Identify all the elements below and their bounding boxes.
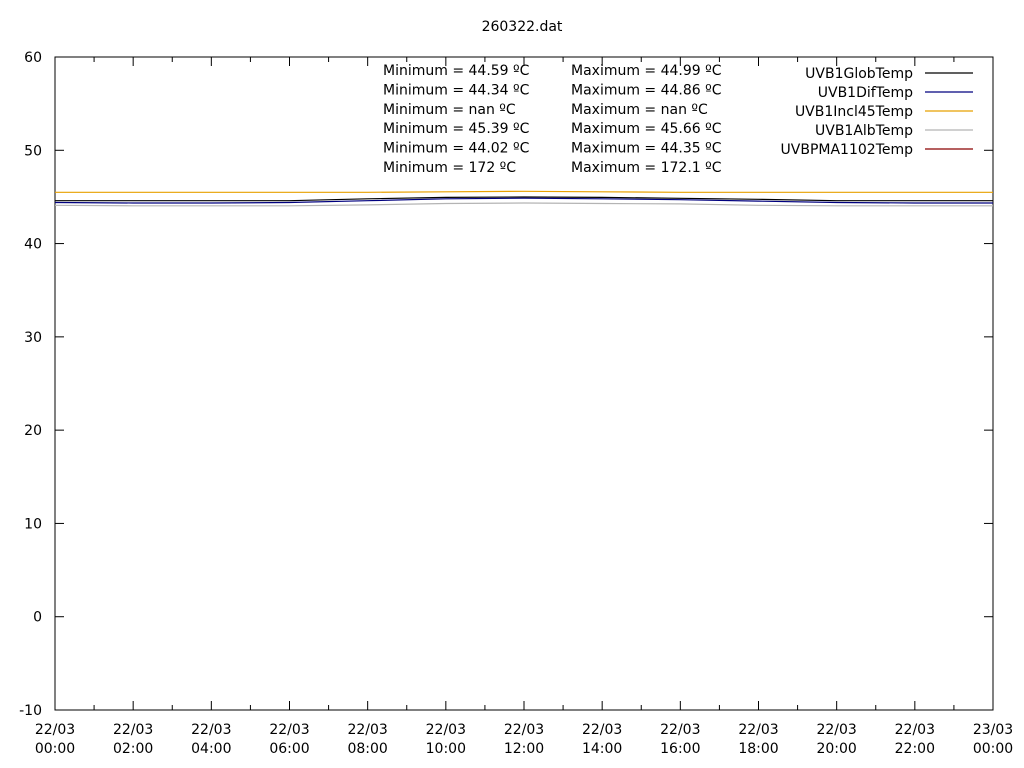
x-tick-label-date: 22/03 (504, 722, 544, 738)
x-tick-label-time: 02:00 (113, 741, 153, 757)
x-tick-label-date: 23/03 (973, 722, 1013, 738)
stat-maximum: Maximum = 44.35 ºC (571, 141, 722, 157)
x-tick-label-time: 20:00 (816, 741, 856, 757)
x-tick-label-date: 22/03 (347, 722, 387, 738)
x-axis: 22/03 00:00 22/03 02:00 22/03 04:00 22/03 06:00… (35, 57, 1013, 757)
x-tick-label-date: 22/03 (35, 722, 75, 738)
y-tick-label: 40 (24, 237, 42, 253)
stat-minimum: Minimum = 44.02 ºC (383, 141, 530, 157)
series-line-uvb1globtemp (55, 196, 993, 202)
stat-maximum: Maximum = 172.1 ºC (571, 160, 722, 176)
legend-label: UVBPMA1102Temp (781, 142, 914, 158)
x-tick-label-date: 22/03 (426, 722, 466, 738)
legend-label: UVB1AlbTemp (815, 123, 913, 139)
y-tick-label: 10 (24, 516, 42, 532)
stat-maximum: Maximum = 44.86 ºC (571, 82, 722, 98)
legend: UVB1GlobTemp UVB1DifTemp UVB1Incl45Temp UVB… (781, 66, 973, 158)
x-tick-label-date: 22/03 (269, 722, 309, 738)
x-tick-label-date: 22/03 (895, 722, 935, 738)
stat-minimum: Minimum = 172 ºC (383, 160, 516, 176)
stats-block: Minimum = 44.59 ºC Maximum = 44.99 ºC Mini… (383, 63, 722, 176)
legend-label: UVB1GlobTemp (805, 66, 913, 82)
x-tick-label-time: 12:00 (504, 741, 544, 757)
x-tick-label-date: 22/03 (816, 722, 856, 738)
x-tick-label-date: 22/03 (582, 722, 622, 738)
series-lines (54, 190, 993, 207)
stat-minimum: Minimum = nan ºC (383, 102, 516, 118)
y-tick-label: -10 (19, 703, 42, 719)
x-tick-label-time: 08:00 (347, 741, 387, 757)
y-tick-label: 0 (33, 610, 42, 626)
x-tick-label-time: 06:00 (269, 741, 309, 757)
stat-maximum: Maximum = 45.66 ºC (571, 121, 722, 137)
x-tick-label-time: 16:00 (660, 741, 700, 757)
y-tick-label: 60 (24, 50, 42, 66)
stat-maximum: Maximum = nan ºC (571, 102, 708, 118)
y-tick-label: 50 (24, 143, 42, 159)
y-axis: -10 0 10 20 30 40 50 60 (19, 50, 993, 719)
y-tick-label: 30 (24, 330, 42, 346)
legend-label: UVB1DifTemp (818, 85, 913, 101)
stat-minimum: Minimum = 44.34 ºC (383, 82, 530, 98)
stat-maximum: Maximum = 44.99 ºC (571, 63, 722, 79)
series-line-uvb1albtemp (54, 202, 993, 207)
x-tick-label-time: 00:00 (35, 741, 75, 757)
stat-minimum: Minimum = 44.59 ºC (383, 63, 530, 79)
x-tick-label-time: 22:00 (895, 741, 935, 757)
stat-minimum: Minimum = 45.39 ºC (383, 121, 530, 137)
x-tick-label-time: 10:00 (426, 741, 466, 757)
series-line-uvb1incl45temp (55, 190, 993, 193)
chart-title: 260322.dat (482, 19, 563, 35)
x-tick-label-date: 22/03 (738, 722, 778, 738)
x-tick-label-time: 18:00 (738, 741, 778, 757)
series-line-uvb1diftemp (54, 197, 993, 204)
y-tick-label: 20 (24, 423, 42, 439)
x-tick-label-date: 22/03 (113, 722, 153, 738)
x-tick-label-time: 00:00 (973, 741, 1013, 757)
x-tick-label-time: 14:00 (582, 741, 622, 757)
x-tick-label-time: 04:00 (191, 741, 231, 757)
x-tick-label-date: 22/03 (660, 722, 700, 738)
x-tick-label-date: 22/03 (191, 722, 231, 738)
legend-label: UVB1Incl45Temp (795, 104, 913, 120)
